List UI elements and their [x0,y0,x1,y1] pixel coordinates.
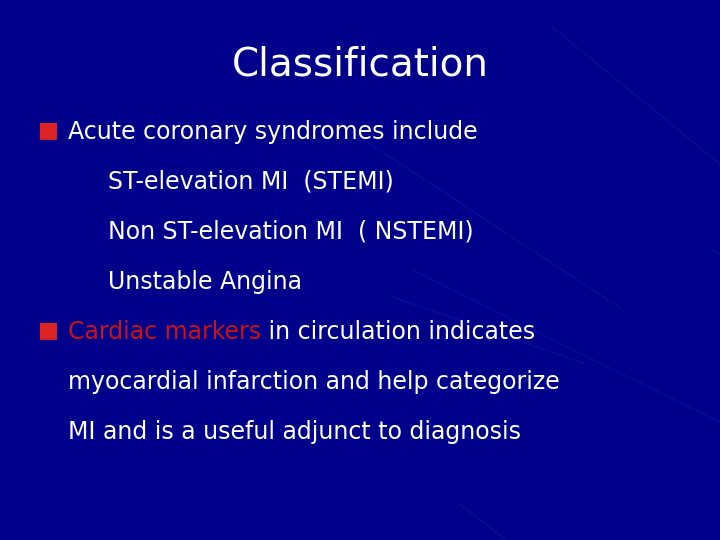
Text: ■: ■ [38,120,59,140]
Text: ST-elevation MI  (STEMI): ST-elevation MI (STEMI) [108,170,394,194]
Text: ■: ■ [38,320,59,340]
Text: Non ST-elevation MI  ( NSTEMI): Non ST-elevation MI ( NSTEMI) [108,220,474,244]
Text: Acute coronary syndromes include: Acute coronary syndromes include [68,120,477,144]
Text: in circulation indicates: in circulation indicates [261,320,535,344]
Text: Classification: Classification [232,45,488,83]
Text: Unstable Angina: Unstable Angina [108,270,302,294]
Text: Cardiac markers: Cardiac markers [68,320,261,344]
Text: MI and is a useful adjunct to diagnosis: MI and is a useful adjunct to diagnosis [68,420,521,444]
Text: myocardial infarction and help categorize: myocardial infarction and help categoriz… [68,370,559,394]
